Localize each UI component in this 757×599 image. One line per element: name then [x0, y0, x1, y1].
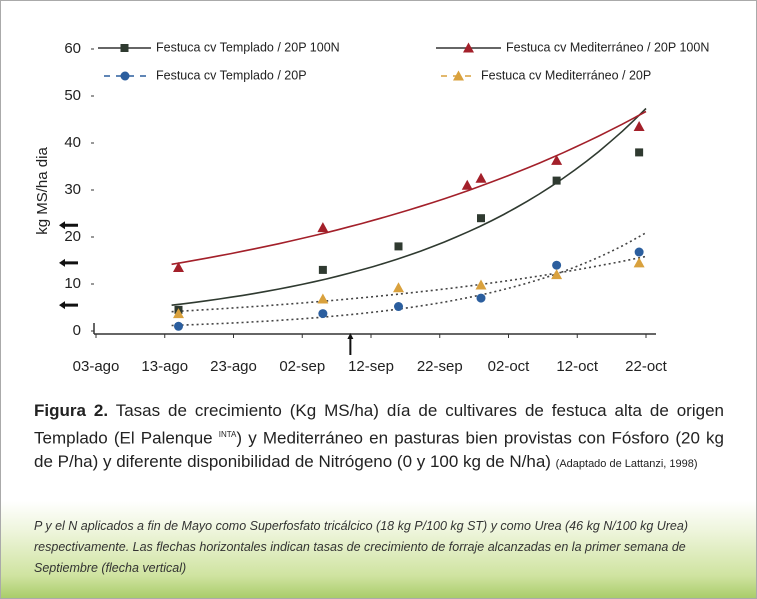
point: [393, 282, 404, 292]
chart: kg MS/ha dia 0 10 20 30 40 50 60 03-ago 13-ago 23…: [1, 1, 757, 396]
point: [174, 322, 183, 331]
point: [394, 302, 403, 311]
x-tick-label: 02-oct: [488, 358, 531, 375]
point: [395, 242, 403, 250]
legend-marker: [121, 44, 129, 52]
caption-label: Figura 2.: [34, 401, 108, 420]
point: [634, 121, 645, 131]
point: [553, 177, 561, 185]
x-tick-label: 12-sep: [348, 358, 394, 375]
point: [317, 294, 328, 304]
h-arrow: [59, 301, 78, 309]
figure: kg MS/ha dia 0 10 20 30 40 50 60 03-ago 13-ago 23…: [0, 0, 757, 599]
x-tick-label: 12-oct: [556, 358, 599, 375]
y-tick-label: 40: [64, 134, 81, 151]
point: [319, 266, 327, 274]
y-tick-label: 20: [64, 228, 81, 245]
point: [318, 309, 327, 318]
caption-source: (Adaptado de Lattanzi, 1998): [556, 458, 698, 470]
point: [477, 214, 485, 222]
point: [477, 294, 486, 303]
legend-label: Festuca cv Templado / 20P: [156, 68, 307, 82]
caption-note: P y el N aplicados a fin de Mayo como Su…: [34, 516, 719, 579]
h-arrow: [59, 259, 78, 267]
y-tick-label: 0: [73, 322, 81, 339]
point: [634, 257, 645, 267]
point: [551, 269, 562, 279]
point: [552, 261, 561, 270]
y-axis-label: kg MS/ha dia: [34, 147, 51, 235]
legend-marker: [121, 72, 130, 81]
trend-line: [172, 233, 646, 326]
trend-line: [172, 256, 646, 311]
y-tick-label: 10: [64, 275, 81, 292]
v-arrow: [347, 333, 353, 355]
x-tick-label: 13-ago: [141, 358, 188, 375]
point: [317, 222, 328, 232]
x-tick-label: 22-oct: [625, 358, 668, 375]
point: [635, 148, 643, 156]
x-tick-label: 22-sep: [417, 358, 463, 375]
x-tick-label: 03-ago: [73, 358, 120, 375]
y-tick-label: 30: [64, 181, 81, 198]
legend-label: Festuca cv Templado / 20P 100N: [156, 40, 340, 54]
x-tick-label: 02-sep: [279, 358, 325, 375]
caption-sup: INTA: [219, 430, 237, 439]
trend-line: [172, 109, 646, 306]
point: [635, 248, 644, 257]
x-tick-label: 23-ago: [210, 358, 257, 375]
legend-label: Festuca cv Mediterráneo / 20P: [481, 68, 651, 82]
y-tick-label: 50: [64, 87, 81, 104]
point: [476, 173, 487, 183]
y-tick-label: 60: [64, 40, 81, 57]
caption: Figura 2. Tasas de crecimiento (Kg MS/ha…: [34, 399, 724, 476]
point: [462, 180, 473, 190]
trend-line: [172, 112, 646, 265]
legend-label: Festuca cv Mediterráneo / 20P 100N: [506, 40, 709, 54]
point: [551, 155, 562, 165]
